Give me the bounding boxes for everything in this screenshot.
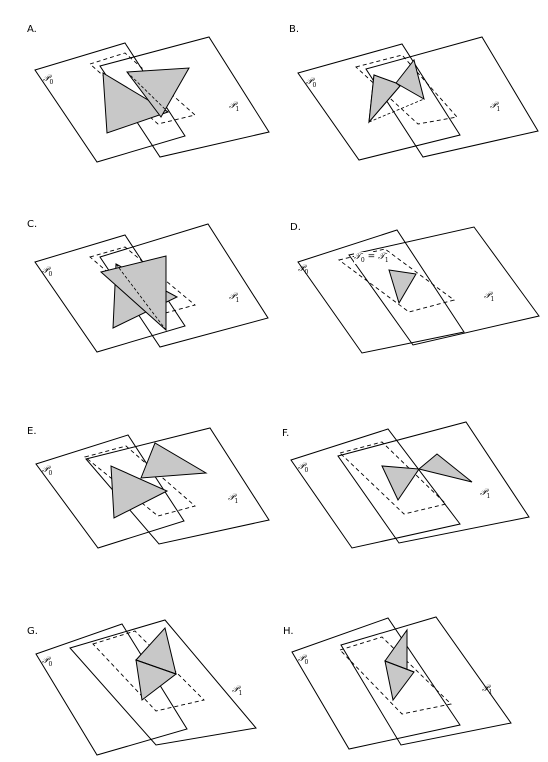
triangle-label: 𝒯0 = 𝒯1 [354,252,389,264]
overlap-region [339,441,447,515]
panel-label: E. [27,426,37,437]
plane-p1-label: 𝒫1 [484,291,495,303]
triangle-t1 [417,453,473,483]
triangle-t0 [102,72,170,134]
plane-p0 [291,617,461,750]
panel-b-diagram [297,36,539,161]
plane-p1-label: 𝒫1 [229,101,240,113]
plane-p0-label: 𝒫0 [42,465,53,477]
plane-p0 [297,43,461,161]
plane-p1-label: 𝒫1 [482,684,493,696]
panel-h: H. 𝒫0 𝒫1 [274,570,548,760]
panel-c-diagram [34,223,269,353]
panel-d-diagram [297,226,540,354]
panel-f: F. 𝒫0 𝒫1 [274,380,548,570]
triangle-t1 [126,67,190,118]
panel-label: A. [27,24,37,35]
panel-e-diagram [35,427,270,549]
plane-p0 [35,434,185,549]
overlap-region [92,630,205,712]
panel-b: B. 𝒫0 𝒫1 [274,0,548,190]
panel-g: G. 𝒫0 𝒫1 [0,570,274,760]
overlap-region [339,636,452,715]
plane-p0-label: 𝒫0 [298,654,309,666]
plane-p0 [35,623,188,756]
panel-a-diagram [34,36,270,163]
plane-p1 [365,36,539,158]
panel-f-diagram [290,421,530,549]
panel-label: C. [27,219,38,230]
triangle-t1 [140,442,208,479]
plane-p1 [337,421,530,544]
triangle-t0 [381,465,420,502]
plane-p1 [340,616,512,746]
plane-p1-label: 𝒫1 [490,101,501,113]
panel-d: D. 𝒯0 = 𝒯1 𝒫0 𝒫1 [274,190,548,380]
panel-e: E. 𝒫0 𝒫1 [0,380,274,570]
plane-p0-label: 𝒫0 [298,462,309,474]
plane-p0-label: 𝒫0 [42,266,53,278]
plane-p1-label: 𝒫1 [229,292,240,304]
triangle-join [368,74,401,124]
panel-label: H. [283,626,294,637]
plane-p0-label: 𝒫0 [43,74,54,86]
panel-label: B. [289,24,300,35]
plane-p1 [348,226,540,346]
plane-p1-label: 𝒫1 [228,493,239,505]
shared-edge [135,659,177,675]
panel-h-diagram [291,616,512,750]
plane-p0 [34,42,186,163]
triangle-t1 [395,58,425,101]
plane-p0 [297,229,465,354]
plane-p1 [99,223,269,348]
plane-p1 [69,619,257,746]
panel-c: C. 𝒫0 𝒫1 [0,190,274,380]
triangle-t0 [110,465,169,519]
plane-p0-label: 𝒫0 [306,77,317,89]
hidden-edge [126,71,169,113]
shared-edge [384,660,415,673]
plane-p0 [290,428,461,549]
plane-p0-label: 𝒫0 [42,656,53,668]
panel-g-diagram [35,619,257,756]
hidden-edge [115,263,167,331]
plane-p1-label: 𝒫1 [232,685,243,697]
triangle-t1 [99,255,167,332]
overlap-region [355,54,458,125]
plane-p1-label: 𝒫1 [480,488,491,500]
panel-a: A. 𝒫0 𝒫1 [0,0,274,190]
panel-label: D. [290,222,301,233]
plane-p1 [99,36,270,158]
panel-label: G. [27,626,38,637]
overlap-region [89,246,196,316]
triangle-t0-equals-t1 [388,269,417,305]
plane-p0-label: 𝒫0 [298,264,309,276]
plane-p0 [34,234,186,353]
plane-p1 [85,427,270,545]
panel-label: F. [282,428,290,439]
